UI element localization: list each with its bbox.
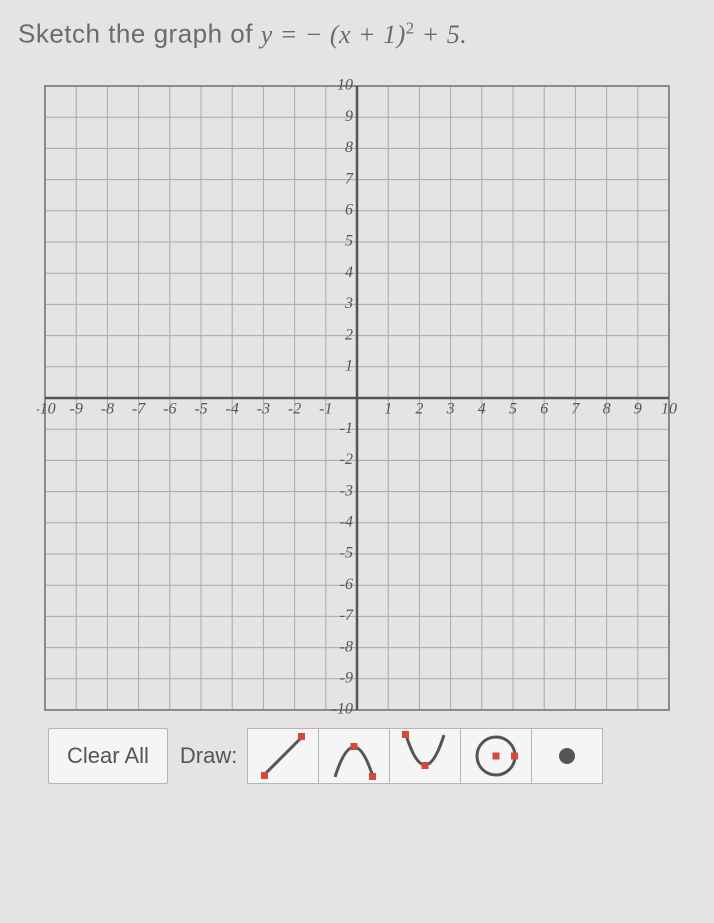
parabola-up-tool[interactable] [318, 728, 390, 784]
svg-text:-7: -7 [340, 607, 354, 624]
svg-text:-8: -8 [340, 638, 353, 655]
svg-text:-10: -10 [332, 700, 353, 717]
prompt-equation: y = − (x + 1)2 + 5. [261, 20, 468, 49]
svg-text:-9: -9 [70, 400, 83, 417]
svg-text:10: 10 [661, 400, 677, 417]
point-icon [540, 729, 594, 783]
svg-text:6: 6 [540, 400, 548, 417]
svg-text:10: 10 [337, 78, 353, 94]
prompt-prefix: Sketch the graph of [18, 19, 261, 49]
svg-text:-4: -4 [340, 513, 353, 530]
point-tool[interactable] [531, 728, 603, 784]
svg-text:-3: -3 [340, 482, 353, 499]
svg-text:-1: -1 [340, 420, 353, 437]
circle-icon [469, 729, 523, 783]
svg-text:9: 9 [634, 400, 642, 417]
draw-toolbar: Clear All Draw: [48, 728, 666, 784]
svg-text:1: 1 [384, 400, 392, 417]
svg-text:-1: -1 [319, 400, 332, 417]
svg-text:5: 5 [345, 232, 353, 249]
svg-text:-10: -10 [37, 400, 56, 417]
svg-text:2: 2 [415, 400, 423, 417]
svg-text:-7: -7 [132, 400, 146, 417]
svg-text:2: 2 [345, 326, 353, 343]
svg-text:-2: -2 [340, 451, 353, 468]
question-container: Sketch the graph of y = − (x + 1)2 + 5. … [0, 0, 714, 784]
svg-text:3: 3 [446, 400, 455, 417]
svg-text:-5: -5 [194, 400, 207, 417]
svg-text:3: 3 [344, 295, 353, 312]
svg-text:-9: -9 [340, 669, 353, 686]
svg-text:-6: -6 [163, 400, 176, 417]
line-tool[interactable] [247, 728, 319, 784]
svg-text:-6: -6 [340, 576, 353, 593]
tool-group [247, 728, 603, 784]
svg-text:9: 9 [345, 108, 353, 125]
svg-text:8: 8 [345, 139, 353, 156]
svg-text:5: 5 [509, 400, 517, 417]
line-icon [256, 729, 310, 783]
parabola-up-icon [327, 729, 381, 783]
graph-area[interactable]: -10 -9 -8 -7 -6 -5 -4 -3 -2 -1 1 2 3 4 5 6 7 8 9 10 -10 -9 -8 -… [18, 78, 696, 718]
parabola-down-icon [398, 729, 452, 783]
clear-all-button[interactable]: Clear All [48, 728, 168, 784]
coordinate-grid[interactable]: -10 -9 -8 -7 -6 -5 -4 -3 -2 -1 1 2 3 4 5 6 7 8 9 10 -10 -9 -8 -… [37, 78, 677, 718]
svg-text:8: 8 [603, 400, 611, 417]
svg-text:-4: -4 [226, 400, 239, 417]
draw-label: Draw: [178, 728, 247, 784]
svg-text:4: 4 [478, 400, 486, 417]
question-prompt: Sketch the graph of y = − (x + 1)2 + 5. [18, 18, 696, 50]
svg-text:4: 4 [345, 264, 353, 281]
svg-text:6: 6 [345, 201, 353, 218]
svg-text:-2: -2 [288, 400, 301, 417]
svg-text:7: 7 [345, 170, 354, 187]
svg-text:-8: -8 [101, 400, 114, 417]
circle-tool[interactable] [460, 728, 532, 784]
svg-text:7: 7 [571, 400, 580, 417]
svg-text:-5: -5 [340, 544, 353, 561]
svg-text:1: 1 [345, 357, 353, 374]
svg-text:-3: -3 [257, 400, 270, 417]
parabola-down-tool[interactable] [389, 728, 461, 784]
